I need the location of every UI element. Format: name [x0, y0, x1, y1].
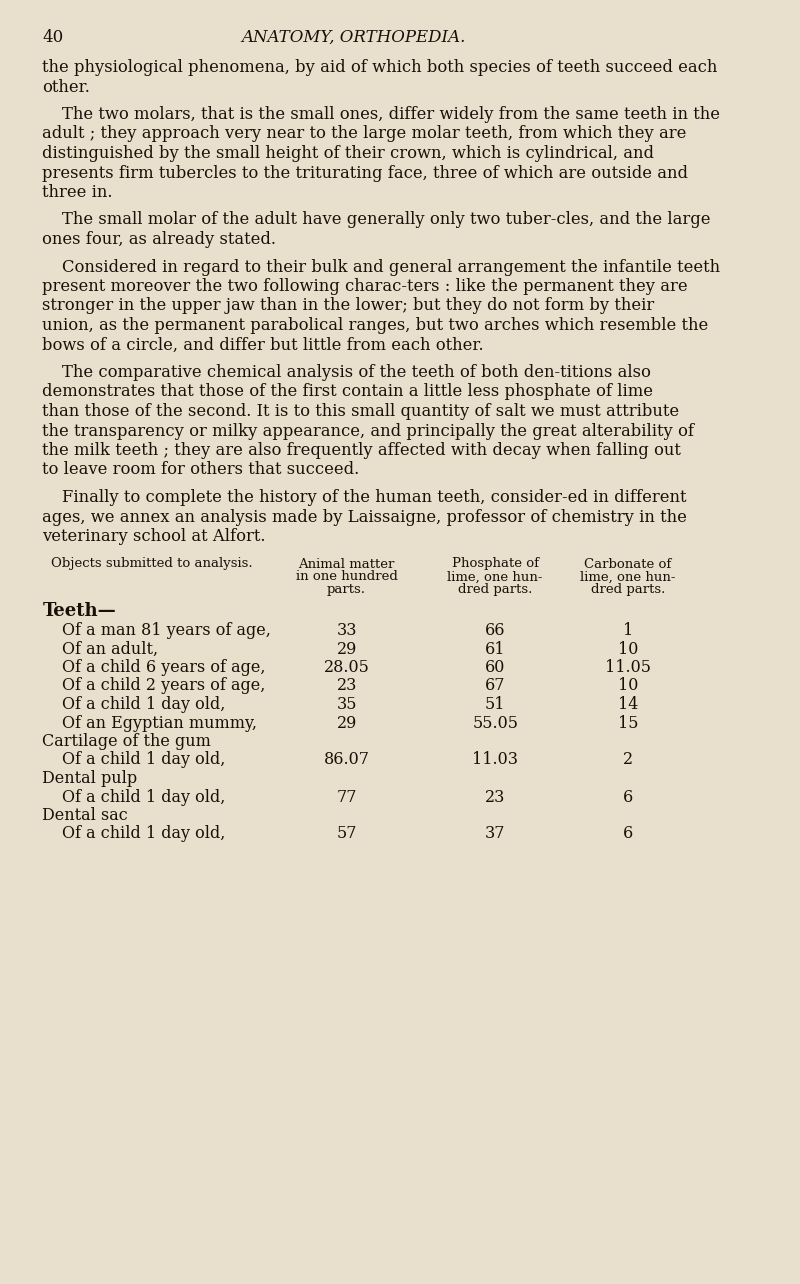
Text: 37: 37	[485, 826, 506, 842]
Text: 61: 61	[485, 641, 506, 657]
Text: 23: 23	[485, 788, 506, 805]
Text: adult ; they approach very near to the large molar teeth, from which they are: adult ; they approach very near to the l…	[42, 126, 687, 143]
Text: ages, we annex an analysis made by Laissaigne, professor of chemistry in the: ages, we annex an analysis made by Laiss…	[42, 508, 687, 525]
Text: 11.05: 11.05	[605, 659, 651, 675]
Text: The small molar of the adult have generally only two tuber-cles, and the large: The small molar of the adult have genera…	[62, 212, 710, 229]
Text: 57: 57	[336, 826, 357, 842]
Text: Dental pulp: Dental pulp	[42, 770, 138, 787]
Text: 40: 40	[42, 30, 64, 46]
Text: 86.07: 86.07	[324, 751, 370, 769]
Text: 1: 1	[622, 621, 633, 639]
Text: Phosphate of: Phosphate of	[452, 557, 538, 570]
Text: dred parts.: dred parts.	[590, 583, 665, 597]
Text: distinguished by the small height of their crown, which is cylindrical, and: distinguished by the small height of the…	[42, 145, 654, 162]
Text: the transparency or milky appearance, and principally the great alterability of: the transparency or milky appearance, an…	[42, 422, 694, 439]
Text: Objects submitted to analysis.: Objects submitted to analysis.	[51, 557, 253, 570]
Text: Of a child 1 day old,: Of a child 1 day old,	[62, 751, 226, 769]
Text: ANATOMY, ORTHOPEDIA.: ANATOMY, ORTHOPEDIA.	[242, 30, 466, 46]
Text: Of an adult,: Of an adult,	[62, 641, 158, 657]
Text: 11.03: 11.03	[472, 751, 518, 769]
Text: ones four, as already stated.: ones four, as already stated.	[42, 231, 277, 248]
Text: 55.05: 55.05	[472, 714, 518, 732]
Text: 77: 77	[336, 788, 357, 805]
Text: Of a child 2 years of age,: Of a child 2 years of age,	[62, 678, 266, 695]
Text: present moreover the two following charac-ters : like the permanent they are: present moreover the two following chara…	[42, 279, 688, 295]
Text: in one hundred: in one hundred	[296, 570, 398, 583]
Text: lime, one hun-: lime, one hun-	[580, 570, 675, 583]
Text: Of a child 6 years of age,: Of a child 6 years of age,	[62, 659, 266, 675]
Text: 28.05: 28.05	[324, 659, 370, 675]
Text: 14: 14	[618, 696, 638, 713]
Text: Of a child 1 day old,: Of a child 1 day old,	[62, 826, 226, 842]
Text: Carbonate of: Carbonate of	[584, 557, 671, 570]
Text: Dental sac: Dental sac	[42, 808, 128, 824]
Text: 29: 29	[337, 641, 357, 657]
Text: Animal matter: Animal matter	[298, 557, 395, 570]
Text: to leave room for others that succeed.: to leave room for others that succeed.	[42, 461, 360, 479]
Text: Cartilage of the gum: Cartilage of the gum	[42, 733, 211, 750]
Text: other.: other.	[42, 78, 90, 95]
Text: 29: 29	[337, 714, 357, 732]
Text: lime, one hun-: lime, one hun-	[447, 570, 543, 583]
Text: Finally to complete the history of the human teeth, consider-ed in different: Finally to complete the history of the h…	[62, 489, 686, 506]
Text: than those of the second. It is to this small quantity of salt we must attribute: than those of the second. It is to this …	[42, 403, 679, 420]
Text: 67: 67	[485, 678, 506, 695]
Text: 60: 60	[485, 659, 506, 675]
Text: The comparative chemical analysis of the teeth of both den-titions also: The comparative chemical analysis of the…	[62, 363, 650, 381]
Text: Of a man 81 years of age,: Of a man 81 years of age,	[62, 621, 270, 639]
Text: The two molars, that is the small ones, differ widely from the same teeth in the: The two molars, that is the small ones, …	[62, 107, 720, 123]
Text: 66: 66	[485, 621, 506, 639]
Text: 23: 23	[337, 678, 357, 695]
Text: Teeth—: Teeth—	[42, 601, 116, 619]
Text: union, as the permanent parabolical ranges, but two arches which resemble the: union, as the permanent parabolical rang…	[42, 317, 709, 334]
Text: 6: 6	[622, 826, 633, 842]
Text: the physiological phenomena, by aid of which both species of teeth succeed each: the physiological phenomena, by aid of w…	[42, 59, 718, 76]
Text: Of an Egyptian mummy,: Of an Egyptian mummy,	[62, 714, 257, 732]
Text: 2: 2	[622, 751, 633, 769]
Text: 15: 15	[618, 714, 638, 732]
Text: bows of a circle, and differ but little from each other.: bows of a circle, and differ but little …	[42, 336, 484, 353]
Text: stronger in the upper jaw than in the lower; but they do not form by their: stronger in the upper jaw than in the lo…	[42, 298, 654, 315]
Text: presents firm tubercles to the triturating face, three of which are outside and: presents firm tubercles to the triturati…	[42, 164, 689, 181]
Text: parts.: parts.	[327, 583, 366, 597]
Text: 10: 10	[618, 641, 638, 657]
Text: dred parts.: dred parts.	[458, 583, 532, 597]
Text: Of a child 1 day old,: Of a child 1 day old,	[62, 696, 226, 713]
Text: 51: 51	[485, 696, 506, 713]
Text: Considered in regard to their bulk and general arrangement the infantile teeth: Considered in regard to their bulk and g…	[62, 258, 720, 276]
Text: 35: 35	[336, 696, 357, 713]
Text: 6: 6	[622, 788, 633, 805]
Text: three in.: three in.	[42, 184, 113, 202]
Text: 10: 10	[618, 678, 638, 695]
Text: Of a child 1 day old,: Of a child 1 day old,	[62, 788, 226, 805]
Text: veterinary school at Alfort.: veterinary school at Alfort.	[42, 528, 266, 544]
Text: the milk teeth ; they are also frequently affected with decay when falling out: the milk teeth ; they are also frequentl…	[42, 442, 682, 458]
Text: demonstrates that those of the first contain a little less phosphate of lime: demonstrates that those of the first con…	[42, 384, 654, 401]
Text: 33: 33	[336, 621, 357, 639]
